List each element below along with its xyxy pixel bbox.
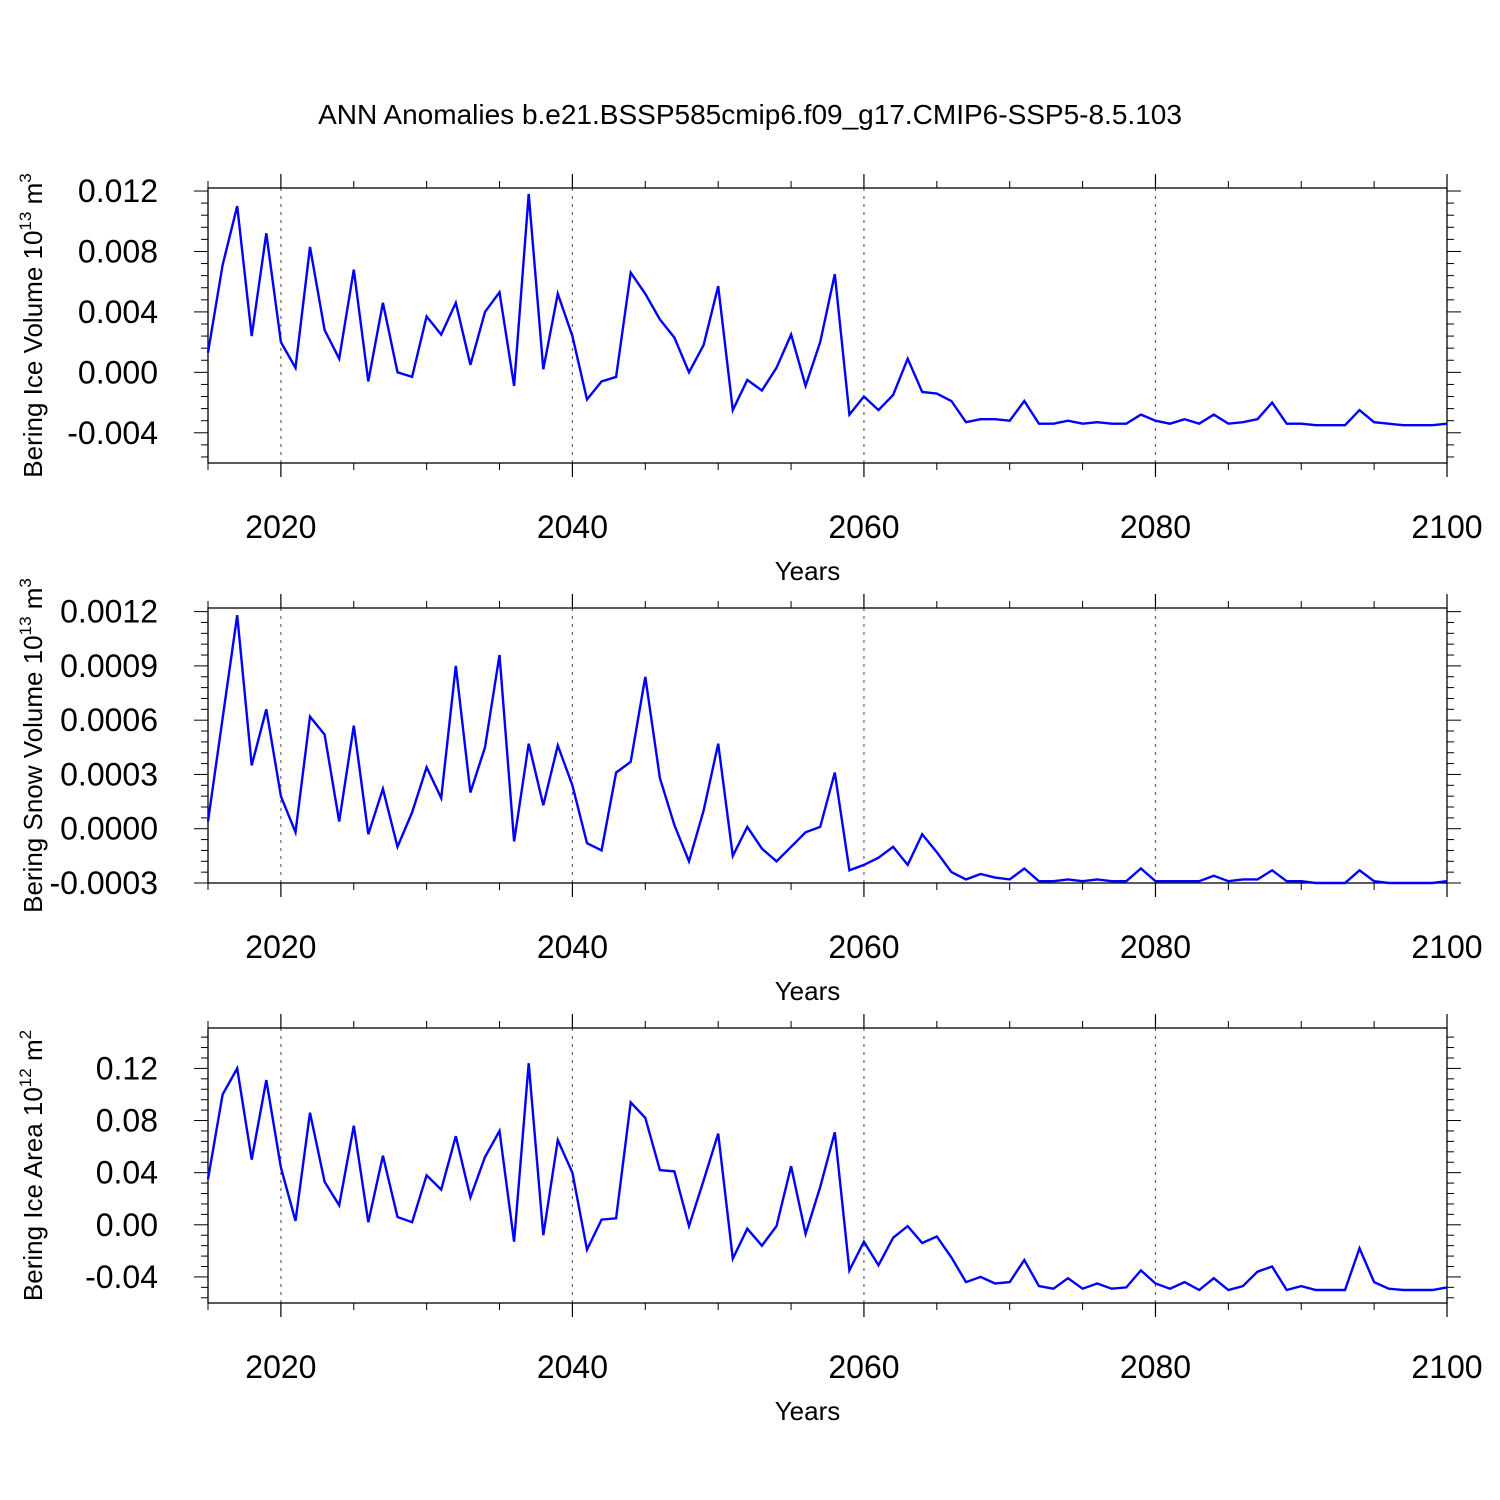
y-tick-label: -0.004: [67, 415, 158, 451]
data-series-line: [206, 615, 1448, 885]
x-axis-label: Years: [775, 556, 841, 586]
x-tick-label: 2060: [828, 509, 899, 545]
y-tick-label: 0.012: [78, 173, 158, 209]
x-tick-label: 2040: [537, 929, 608, 965]
y-tick-label: 0.0006: [60, 702, 158, 738]
x-axis-label: Years: [775, 1396, 841, 1426]
y-axis-label-unit-exponent: 3: [16, 578, 35, 587]
x-tick-label: 2080: [1120, 1349, 1191, 1385]
x-tick-label: 2100: [1411, 929, 1482, 965]
y-tick-label: 0.004: [78, 294, 158, 330]
y-axis-label-unit-exponent: 2: [16, 1030, 35, 1039]
x-tick-label: 2100: [1411, 509, 1482, 545]
y-tick-label: -0.04: [85, 1259, 158, 1295]
y-axis-label: Bering Ice Volume 1013 m3: [16, 173, 48, 477]
x-tick-label: 2080: [1120, 929, 1191, 965]
y-tick-label: 0.00: [96, 1207, 158, 1243]
y-axis-label-unit: m: [18, 588, 48, 617]
y-axis-label-unit-exponent: 3: [16, 173, 35, 182]
y-axis-label-unit: m: [18, 1039, 48, 1068]
chart-panel-3: 2020 2040 2060 2080 2100 -0.04 0.00 0.04 0.08 0.1…: [16, 1014, 1483, 1426]
x-axis-label: Years: [775, 976, 841, 1006]
chart-panel-2: 2020 2040 2060 2080 2100 -0.0003 0.0000 0.0003 0…: [16, 578, 1483, 1006]
panels: 2020 2040 2060 2080 2100 -0.004 0.000 0.004 0.00…: [16, 173, 1483, 1426]
y-tick-label: 0.0003: [60, 756, 158, 792]
x-tick-label: 2020: [245, 1349, 316, 1385]
y-axis-label: Bering Snow Volume 1013 m3: [16, 578, 48, 913]
x-tick-label: 2060: [828, 1349, 899, 1385]
y-axis-label-text: Bering Snow Volume 10: [18, 635, 48, 913]
y-tick-label: 0.08: [96, 1103, 158, 1139]
y-tick-label: 0.0000: [60, 811, 158, 847]
x-tick-label: 2060: [828, 929, 899, 965]
y-tick-label: 0.0009: [60, 648, 158, 684]
y-tick-label: 0.008: [78, 233, 158, 269]
y-tick-label: 0.12: [96, 1050, 158, 1086]
chart-panel-1: 2020 2040 2060 2080 2100 -0.004 0.000 0.004 0.00…: [16, 173, 1483, 586]
y-axis-label-text: Bering Ice Volume 10: [18, 231, 48, 478]
y-tick-label: 0.04: [96, 1155, 158, 1191]
y-tick-label: 0.000: [78, 354, 158, 390]
x-tick-label: 2080: [1120, 509, 1191, 545]
y-axis-label-text: Bering Ice Area 10: [18, 1087, 48, 1301]
plot-frame: [207, 187, 1448, 464]
plot-frame: [207, 1027, 1448, 1304]
y-axis-label-exponent: 13: [16, 616, 35, 635]
plot-frame: [207, 607, 1448, 884]
x-tick-label: 2040: [537, 1349, 608, 1385]
y-tick-label: 0.0012: [60, 594, 158, 630]
data-series-line: [206, 193, 1448, 427]
y-axis-label: Bering Ice Area 1012 m2: [16, 1030, 48, 1301]
y-axis-label-exponent: 13: [16, 212, 35, 231]
x-tick-label: 2100: [1411, 1349, 1482, 1385]
figure-title: ANN Anomalies b.e21.BSSP585cmip6.f09_g17…: [318, 99, 1182, 130]
x-tick-label: 2040: [537, 509, 608, 545]
y-tick-label: -0.0003: [49, 865, 158, 901]
x-tick-label: 2020: [245, 509, 316, 545]
y-axis-label-exponent: 12: [16, 1068, 35, 1087]
x-tick-label: 2020: [245, 929, 316, 965]
data-series-line: [206, 1063, 1448, 1292]
y-axis-label-unit: m: [18, 183, 48, 212]
